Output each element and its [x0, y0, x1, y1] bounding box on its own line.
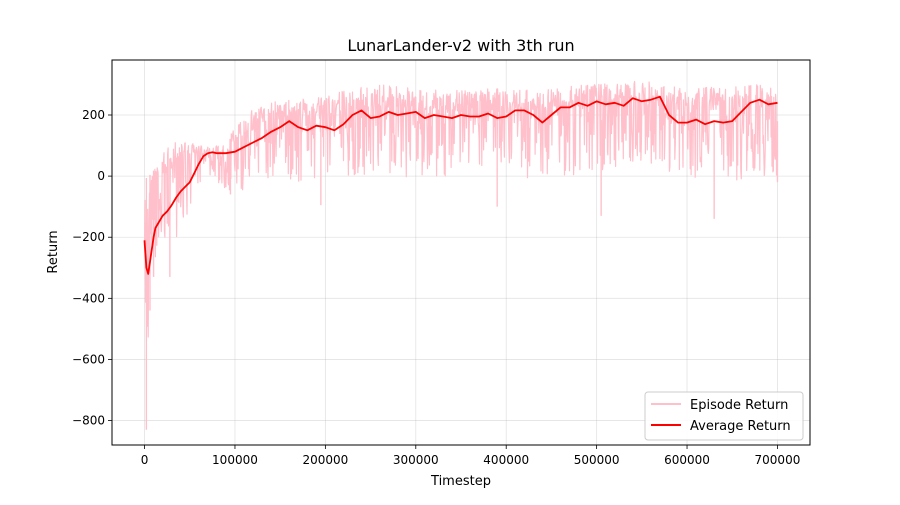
tick-layer: 0 100000 200000 300000 400000 500000 600000 700…	[72, 108, 800, 467]
plot-frame	[111, 59, 811, 446]
y-tick-label: 200	[82, 108, 105, 122]
x-tick-label: 0	[141, 453, 149, 467]
x-tick-label: 200000	[302, 453, 348, 467]
x-tick-label: 700000	[755, 453, 801, 467]
episode-return-line	[143, 80, 779, 338]
average-return-line	[143, 95, 778, 275]
y-tick-label: −600	[72, 352, 105, 366]
legend: Episode Return Average Return	[644, 391, 804, 441]
y-axis-label: Return	[46, 230, 61, 273]
average-return-layer	[143, 95, 778, 275]
x-axis-label: Timestep	[430, 474, 491, 489]
x-tick-label: 500000	[574, 453, 620, 467]
chart-title: LunarLander-v2 with 3th run	[347, 36, 574, 55]
x-tick-label: 300000	[393, 453, 439, 467]
legend-box	[644, 391, 804, 441]
x-tick-label: 600000	[664, 453, 710, 467]
legend-label-episode-return: Episode Return	[690, 398, 788, 413]
legend-label-average-return: Average Return	[690, 419, 791, 434]
y-tick-label: −800	[72, 414, 105, 428]
y-tick-label: −400	[72, 291, 105, 305]
x-tick-label: 400000	[483, 453, 529, 467]
y-tick-label: −200	[72, 230, 105, 244]
x-tick-label: 100000	[212, 453, 258, 467]
episode-return-layer	[143, 80, 779, 430]
y-tick-label: 0	[97, 169, 105, 183]
